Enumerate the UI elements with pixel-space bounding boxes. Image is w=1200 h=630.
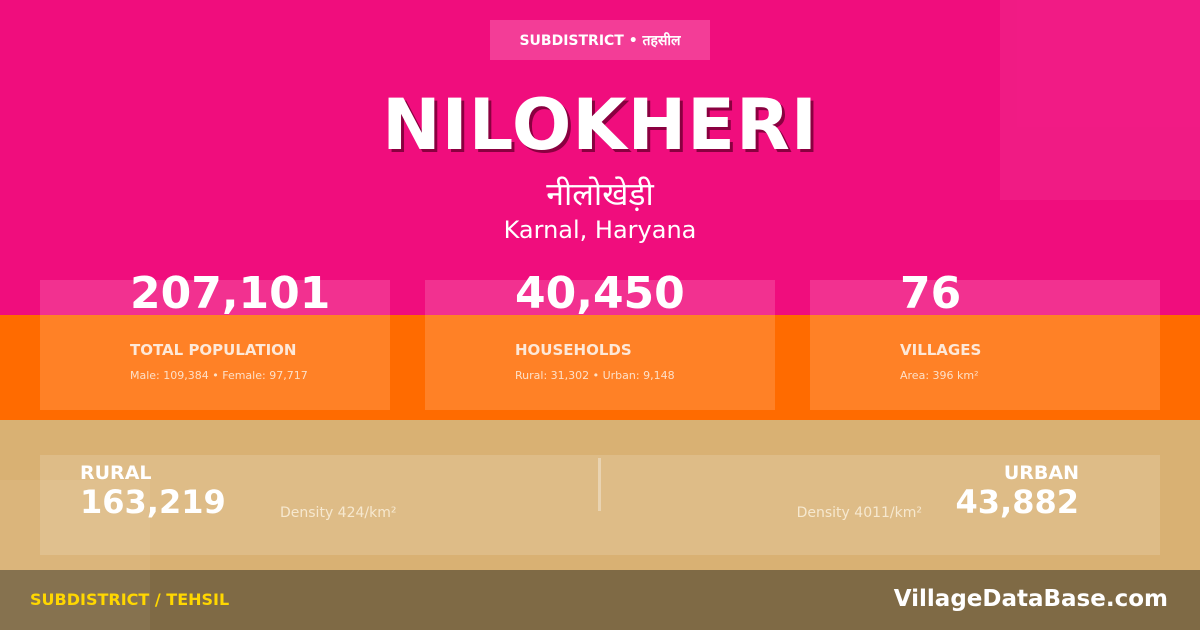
stat-card-households: 40,450 HOUSEHOLDS Rural: 31,302 • Urban:… (425, 268, 775, 410)
stats-band (0, 315, 1200, 420)
type-badge: SUBDISTRICT • तहसील (490, 20, 710, 60)
stat-sub: Area: 396 km² (900, 369, 979, 382)
stat-label: TOTAL POPULATION (130, 341, 297, 359)
decorative-square (0, 480, 150, 630)
decorative-square (1000, 0, 1200, 200)
divider (598, 458, 601, 511)
urban-value: 43,882 (955, 483, 1079, 521)
urban-density: Density 4011/km² (796, 505, 922, 521)
hindi-title: नीलोखेड़ी (546, 175, 654, 213)
rural-density: Density 424/km² (280, 505, 397, 521)
stat-value: 40,450 (515, 268, 685, 319)
stat-value: 207,101 (130, 268, 331, 319)
header-band (0, 0, 1200, 315)
stat-card-villages: 76 VILLAGES Area: 396 km² (810, 268, 1160, 410)
rural-value: 163,219 (80, 483, 226, 521)
rural-urban-panel: RURAL 163,219 Density 424/km² Density 40… (40, 455, 1160, 555)
urban-label: URBAN (1003, 462, 1079, 484)
page-title: NILOKHERI (382, 84, 818, 166)
footer-band (0, 570, 1200, 630)
rural-urban-band (0, 420, 1200, 570)
stat-card-population: 207,101 TOTAL POPULATION Male: 109,384 •… (40, 268, 390, 410)
stat-value: 76 (900, 268, 962, 319)
stat-label: HOUSEHOLDS (515, 341, 632, 359)
stat-label: VILLAGES (900, 341, 982, 359)
stat-sub: Rural: 31,302 • Urban: 9,148 (515, 369, 675, 382)
stat-sub: Male: 109,384 • Female: 97,717 (130, 369, 308, 382)
rural-label: RURAL (80, 462, 152, 484)
site-brand[interactable]: VillageDataBase.com (893, 586, 1168, 612)
location: Karnal, Haryana (503, 216, 697, 244)
footer-category: SUBDISTRICT / TEHSIL (30, 590, 230, 609)
